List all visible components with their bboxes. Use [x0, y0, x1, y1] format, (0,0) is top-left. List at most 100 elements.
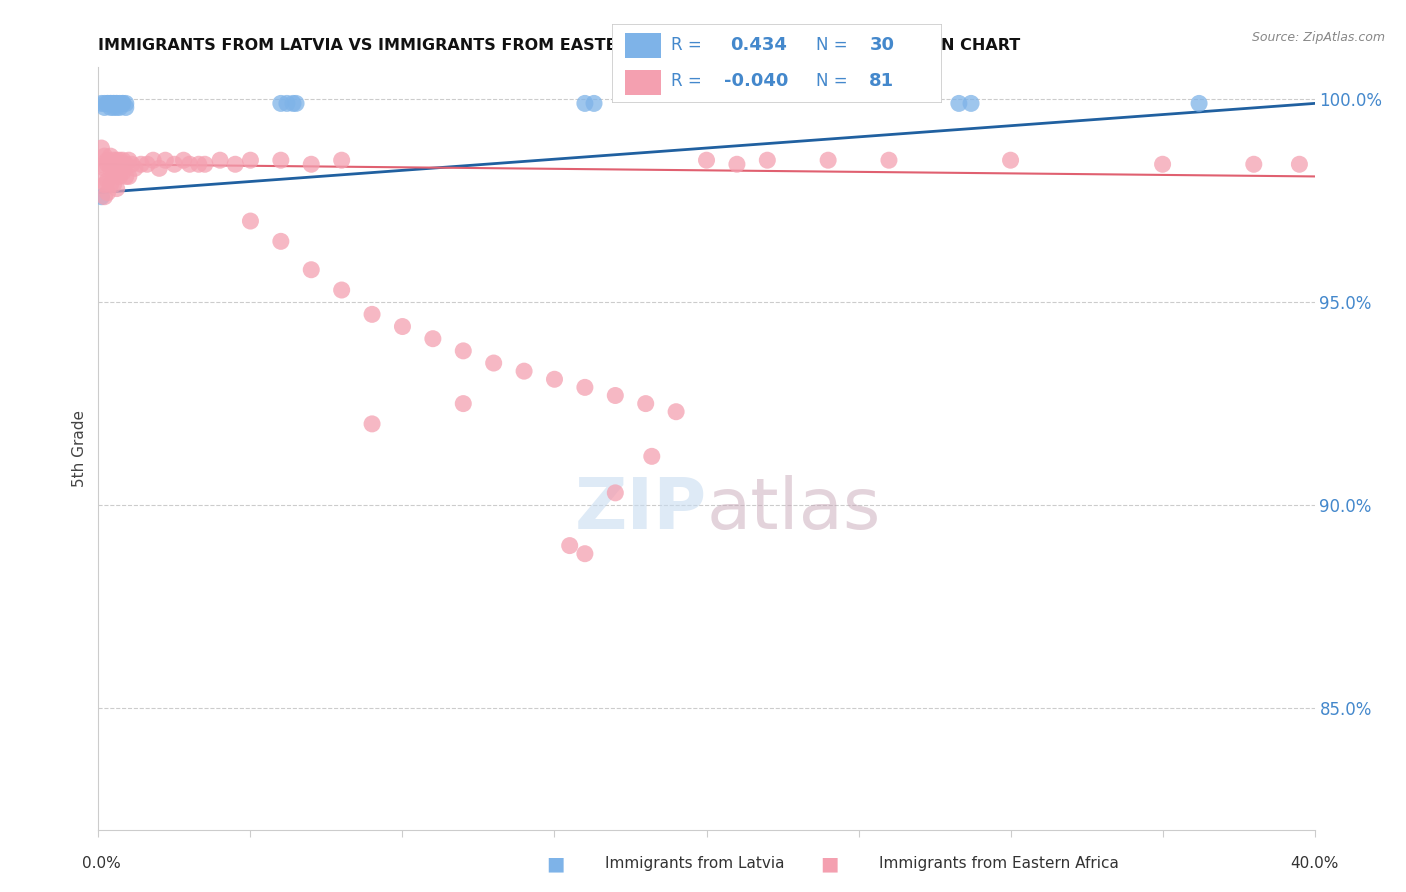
Text: R =: R =	[671, 72, 702, 90]
Point	[96, 157, 118, 171]
Point	[276, 96, 298, 111]
Text: R =: R =	[671, 37, 702, 54]
Bar	[624, 33, 661, 58]
Point	[93, 190, 115, 204]
Point	[574, 547, 596, 561]
Point	[155, 153, 177, 168]
Text: Immigrants from Eastern Africa: Immigrants from Eastern Africa	[879, 856, 1119, 871]
Text: N =: N =	[817, 72, 848, 90]
Point	[100, 96, 122, 111]
Text: ■: ■	[820, 854, 839, 873]
Text: 81: 81	[869, 72, 894, 90]
Point	[756, 153, 779, 168]
Point	[173, 153, 195, 168]
Text: N =: N =	[817, 37, 848, 54]
Point	[299, 262, 322, 277]
Point	[111, 96, 134, 111]
Point	[93, 100, 115, 114]
Point	[270, 153, 292, 168]
Point	[90, 157, 112, 171]
Point	[96, 186, 118, 200]
Point	[90, 190, 112, 204]
Point	[270, 235, 292, 249]
Point	[1000, 153, 1022, 168]
Point	[239, 214, 262, 228]
Point	[108, 100, 131, 114]
Text: ZIP: ZIP	[574, 475, 707, 544]
Text: Source: ZipAtlas.com: Source: ZipAtlas.com	[1251, 31, 1385, 45]
Bar	[624, 70, 661, 95]
Point	[90, 173, 112, 187]
Point	[90, 96, 112, 111]
Point	[281, 96, 304, 111]
Point	[103, 153, 125, 168]
Point	[129, 157, 152, 171]
Point	[142, 153, 165, 168]
Point	[299, 157, 322, 171]
Point	[90, 141, 112, 155]
Point	[239, 153, 262, 168]
Point	[634, 396, 657, 410]
Point	[108, 96, 131, 111]
Point	[136, 157, 159, 171]
Text: 30: 30	[869, 37, 894, 54]
Point	[1152, 157, 1174, 171]
Point	[641, 450, 664, 464]
Point	[105, 100, 128, 114]
Point	[111, 96, 134, 111]
Point	[96, 96, 118, 111]
Point	[105, 181, 128, 195]
Point	[187, 157, 209, 171]
Point	[100, 161, 122, 176]
Point	[270, 96, 292, 111]
Point	[665, 405, 688, 419]
Point	[163, 157, 186, 171]
Text: -0.040: -0.040	[724, 72, 789, 90]
Text: 40.0%: 40.0%	[1291, 856, 1339, 871]
Point	[93, 161, 115, 176]
Point	[124, 161, 146, 176]
Point	[1243, 157, 1265, 171]
Point	[114, 96, 136, 111]
Point	[330, 153, 353, 168]
Point	[118, 153, 141, 168]
Point	[453, 343, 475, 358]
Point	[725, 157, 748, 171]
Point	[93, 96, 115, 111]
Point	[361, 417, 384, 431]
Point	[330, 283, 353, 297]
Text: ■: ■	[546, 854, 565, 873]
Point	[1288, 157, 1310, 171]
Point	[105, 153, 128, 168]
Point	[391, 319, 413, 334]
Text: atlas: atlas	[707, 475, 882, 544]
Point	[209, 153, 232, 168]
Text: 0.0%: 0.0%	[82, 856, 121, 871]
Point	[105, 96, 128, 111]
Point	[817, 153, 839, 168]
Point	[558, 539, 581, 553]
Point	[179, 157, 201, 171]
Point	[105, 96, 128, 111]
Point	[224, 157, 246, 171]
Point	[422, 332, 444, 346]
Point	[93, 149, 115, 163]
Point	[93, 178, 115, 192]
Point	[605, 486, 627, 500]
Point	[960, 96, 983, 111]
Point	[513, 364, 536, 378]
Y-axis label: 5th Grade: 5th Grade	[72, 409, 87, 487]
Point	[103, 165, 125, 179]
Point	[605, 388, 627, 402]
Point	[96, 173, 118, 187]
Point	[148, 161, 170, 176]
Point	[111, 165, 134, 179]
Point	[285, 96, 308, 111]
Point	[105, 165, 128, 179]
Point	[574, 96, 596, 111]
Point	[696, 153, 718, 168]
Point	[1188, 96, 1211, 111]
Point	[100, 178, 122, 192]
Point	[103, 100, 125, 114]
Point	[96, 96, 118, 111]
